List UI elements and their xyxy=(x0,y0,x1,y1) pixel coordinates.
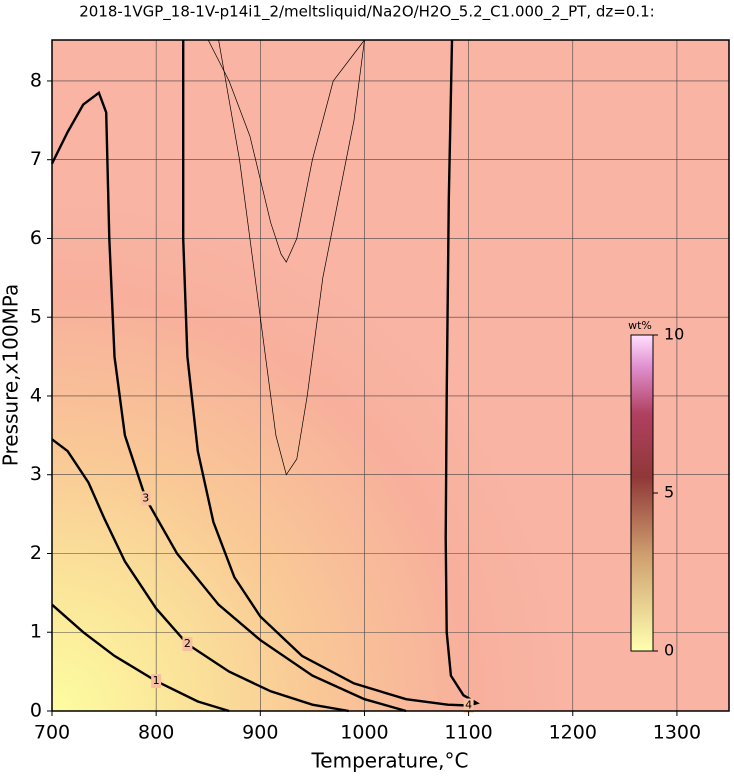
y-tick-label: 4 xyxy=(30,384,42,406)
x-axis-label: Temperature,°C xyxy=(310,749,468,773)
contour-label: 2 xyxy=(184,637,191,650)
y-tick-label: 6 xyxy=(30,227,42,249)
y-tick-label: 7 xyxy=(30,148,42,170)
y-tick-label: 1 xyxy=(30,621,42,643)
y-tick-label: 3 xyxy=(30,463,42,485)
contour-label-bg xyxy=(140,491,151,506)
contour-major xyxy=(51,603,230,713)
colorbar xyxy=(630,334,654,652)
contour-label-bg xyxy=(151,674,162,689)
chart-title: 2018-1VGP_18-1V-p14i1_2/meltsliquid/Na2O… xyxy=(79,3,655,22)
contour-major xyxy=(51,438,350,713)
contour-label: 4 xyxy=(465,698,472,711)
y-tick-label: 5 xyxy=(30,306,42,328)
contour-major xyxy=(182,39,480,707)
y-tick-label: 2 xyxy=(30,542,42,564)
colorbar-tick-label: 0 xyxy=(664,641,674,660)
colorbar-label: wt% xyxy=(628,319,652,332)
contour-label-bg xyxy=(182,637,193,652)
plot-frame xyxy=(51,39,730,712)
contour-minor xyxy=(218,39,365,476)
contour-label: 3 xyxy=(142,491,149,504)
y-tick-label: 0 xyxy=(30,700,42,722)
x-tick-label: 1000 xyxy=(340,722,388,744)
x-tick-label: 1200 xyxy=(549,722,597,744)
contour-label: 1 xyxy=(153,674,160,687)
x-tick-label: 700 xyxy=(34,722,70,744)
y-axis-label: Pressure,x100MPa xyxy=(0,284,23,466)
contour-major xyxy=(50,90,407,713)
x-tick-label: 900 xyxy=(242,722,278,744)
x-tick-label: 1100 xyxy=(444,722,492,744)
x-tick-label: 800 xyxy=(138,722,174,744)
contour-minor xyxy=(207,39,365,263)
y-tick-label: 8 xyxy=(30,69,42,91)
plot-field xyxy=(52,40,729,711)
colorbar-tick-label: 10 xyxy=(664,325,684,344)
contour-label-bg xyxy=(463,698,474,713)
x-tick-label: 1300 xyxy=(653,722,701,744)
colorbar-tick-label: 5 xyxy=(664,483,674,502)
